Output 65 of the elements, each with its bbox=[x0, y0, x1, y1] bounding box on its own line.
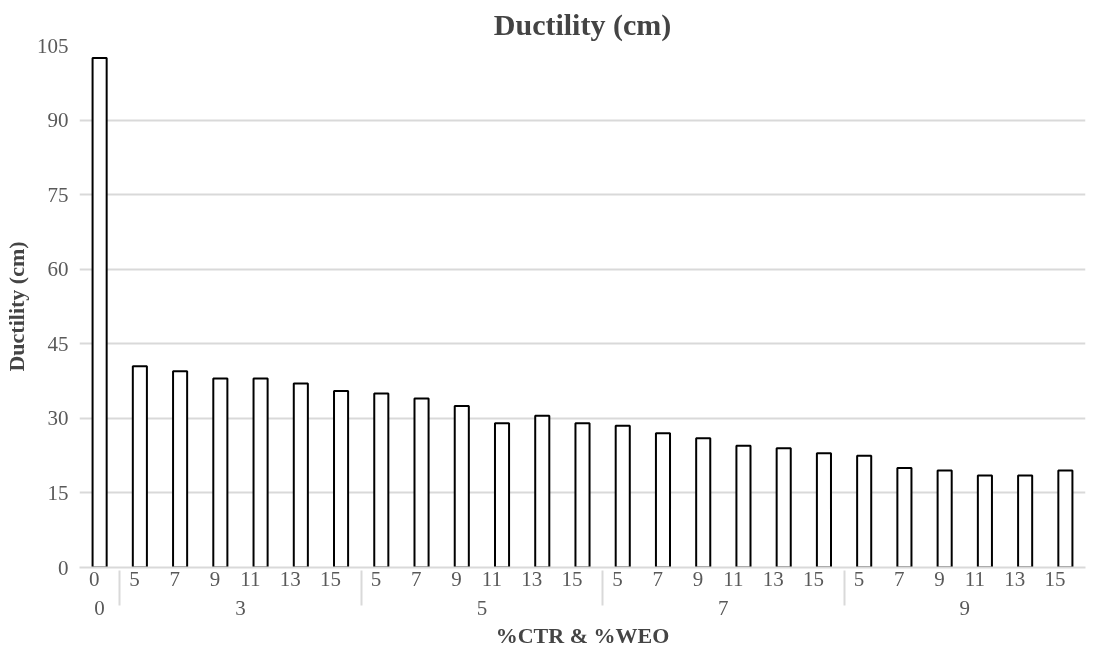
text: 3 bbox=[235, 595, 246, 620]
x-tick-label: 15 bbox=[561, 566, 583, 591]
x-tick-label: 5 bbox=[853, 566, 865, 591]
bar bbox=[292, 382, 309, 568]
bar bbox=[212, 377, 229, 568]
bar bbox=[534, 414, 551, 568]
x-tick-label: 13 bbox=[762, 566, 784, 591]
x-tick-label: 13 bbox=[279, 566, 301, 591]
text: 5 bbox=[476, 595, 488, 620]
x-tick-label: 11 bbox=[481, 566, 503, 591]
x-tick-label: 7 bbox=[893, 566, 905, 591]
bar bbox=[695, 437, 712, 568]
x-tick-label: 15 bbox=[1044, 566, 1066, 591]
bar bbox=[373, 392, 390, 568]
bar bbox=[333, 390, 350, 568]
x-tick-label: 13 bbox=[1004, 566, 1026, 591]
x-tick-label: 11 bbox=[964, 566, 985, 591]
bar bbox=[654, 432, 672, 568]
x-tick-label: 5 bbox=[612, 566, 623, 591]
bar bbox=[131, 365, 148, 568]
bar bbox=[896, 467, 913, 568]
bar bbox=[735, 444, 752, 568]
x-tick-label: 9 bbox=[692, 566, 704, 591]
x-tick-label: 15 bbox=[802, 566, 824, 591]
x-tick-label: 7 bbox=[652, 566, 663, 591]
x-tick-label: 13 bbox=[521, 566, 543, 591]
bar bbox=[815, 452, 832, 568]
x-tick-label: 5 bbox=[370, 566, 382, 591]
y-axis-title: Ductility (cm) bbox=[4, 241, 29, 372]
y-tick-label: 30 bbox=[47, 406, 69, 431]
text: 9 bbox=[959, 595, 971, 620]
x-tick-label: 9 bbox=[209, 566, 221, 591]
chart-title: Ductility (cm) bbox=[493, 7, 672, 42]
bar bbox=[493, 422, 511, 568]
x-tick-label: 5 bbox=[129, 566, 140, 591]
bar bbox=[172, 370, 189, 568]
y-tick-label: 60 bbox=[47, 257, 69, 282]
bar bbox=[91, 56, 108, 568]
x-tick-label: 7 bbox=[169, 566, 181, 591]
bar bbox=[413, 397, 430, 568]
y-tick-label: 45 bbox=[47, 331, 69, 356]
x-tick-label: 0 bbox=[89, 566, 100, 591]
x-axis-title: %CTR & %WEO bbox=[495, 622, 670, 648]
x-tick-label: 15 bbox=[320, 566, 342, 591]
bar bbox=[453, 404, 470, 568]
x-tick-label: 9 bbox=[934, 566, 945, 591]
bar bbox=[976, 474, 993, 568]
text: 7 bbox=[718, 595, 729, 620]
y-tick-label: 90 bbox=[47, 108, 69, 133]
y-tick-label: 15 bbox=[47, 480, 69, 505]
bar bbox=[856, 454, 873, 568]
bar bbox=[1017, 474, 1034, 568]
bar bbox=[775, 447, 792, 568]
text: 0 bbox=[94, 595, 105, 620]
bar bbox=[1057, 469, 1074, 568]
x-tick-label: 11 bbox=[723, 566, 744, 591]
bar bbox=[936, 469, 953, 568]
x-tick-label: 7 bbox=[411, 566, 422, 591]
y-tick-label: 75 bbox=[47, 182, 69, 207]
x-tick-label: 9 bbox=[451, 566, 462, 591]
bar bbox=[252, 377, 269, 568]
x-tick-label: 11 bbox=[240, 566, 261, 591]
y-tick-label: 105 bbox=[37, 33, 69, 58]
bar bbox=[574, 422, 591, 568]
bar bbox=[614, 424, 631, 568]
